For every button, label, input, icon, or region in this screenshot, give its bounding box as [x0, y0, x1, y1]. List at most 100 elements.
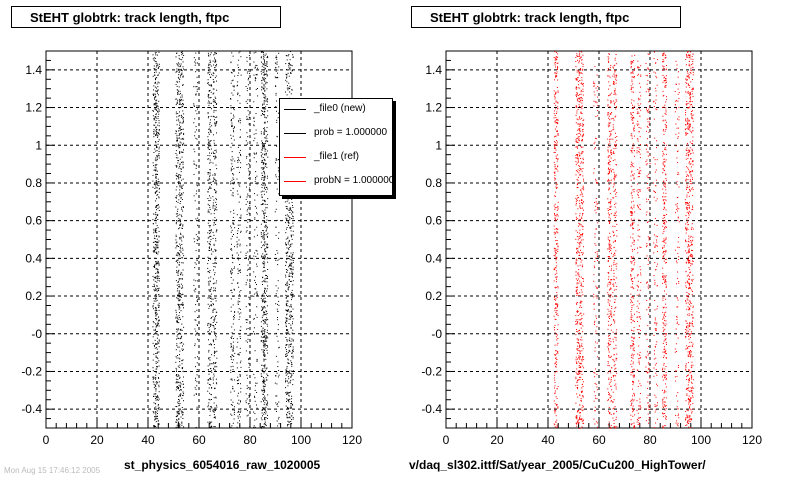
- data-point: [155, 427, 157, 429]
- data-point: [266, 227, 268, 229]
- data-point: [177, 174, 179, 176]
- data-point: [581, 252, 583, 253]
- data-point: [209, 378, 211, 380]
- data-point: [155, 176, 157, 178]
- data-point: [179, 166, 181, 168]
- data-point: [556, 126, 558, 128]
- data-point: [182, 184, 184, 186]
- data-point: [580, 359, 582, 361]
- data-point: [193, 394, 195, 396]
- data-point: [179, 141, 181, 143]
- y-tick-label: -0.2: [21, 364, 42, 378]
- data-point: [156, 232, 158, 234]
- data-point: [154, 347, 156, 349]
- data-point: [156, 209, 157, 211]
- data-point: [556, 243, 557, 245]
- data-point: [211, 387, 213, 389]
- data-point: [557, 166, 559, 168]
- data-point: [254, 288, 256, 290]
- data-point: [575, 170, 577, 172]
- data-point: [215, 192, 217, 194]
- data-point: [155, 261, 157, 263]
- data-point: [152, 54, 154, 56]
- data-point: [553, 231, 555, 233]
- data-point: [556, 58, 558, 60]
- data-point: [157, 418, 159, 420]
- data-point: [155, 66, 157, 68]
- data-point: [179, 243, 181, 245]
- data-point: [555, 191, 557, 193]
- data-point: [209, 64, 211, 66]
- data-point: [193, 57, 195, 59]
- data-point: [556, 123, 558, 125]
- data-point: [214, 416, 216, 418]
- data-point: [260, 325, 262, 327]
- data-point: [208, 357, 209, 359]
- data-point: [555, 248, 557, 250]
- data-point: [555, 66, 556, 68]
- data-point: [239, 217, 241, 219]
- data-point: [556, 265, 558, 267]
- data-point: [579, 352, 581, 354]
- data-point: [579, 55, 581, 57]
- data-point: [179, 177, 181, 179]
- data-point: [214, 408, 216, 410]
- data-point: [234, 160, 236, 162]
- data-point: [554, 72, 556, 74]
- data-point: [156, 109, 157, 111]
- data-point: [285, 63, 287, 65]
- data-point: [594, 94, 596, 96]
- data-point: [577, 77, 579, 79]
- data-point: [262, 157, 264, 159]
- data-point: [215, 315, 217, 316]
- data-point: [176, 116, 178, 118]
- data-point: [266, 246, 268, 248]
- data-point: [261, 107, 263, 109]
- chart-title-left: StEHT globtrk: track length, ftpc: [11, 6, 281, 28]
- data-point: [215, 362, 217, 363]
- data-point: [262, 382, 264, 384]
- data-point: [179, 203, 181, 204]
- data-point: [554, 269, 556, 271]
- data-point: [155, 381, 157, 383]
- data-point: [291, 398, 293, 400]
- data-point: [266, 275, 267, 276]
- data-point: [262, 334, 263, 336]
- data-point: [291, 243, 293, 245]
- data-point: [284, 201, 286, 203]
- data-point: [556, 292, 558, 294]
- data-point: [207, 323, 209, 325]
- data-point: [233, 268, 235, 269]
- data-point: [579, 224, 581, 226]
- data-point: [155, 113, 157, 115]
- data-point: [578, 106, 580, 107]
- data-point: [153, 377, 155, 379]
- data-point: [582, 406, 584, 408]
- data-point: [287, 241, 289, 243]
- data-point: [176, 386, 177, 388]
- data-point: [248, 123, 250, 125]
- data-point: [181, 207, 182, 209]
- data-point: [177, 375, 179, 377]
- data-point: [575, 263, 577, 265]
- data-point: [263, 312, 265, 314]
- data-point: [275, 375, 277, 377]
- data-point: [233, 288, 235, 290]
- data-point: [264, 237, 266, 239]
- data-point: [179, 164, 181, 166]
- data-point: [239, 95, 241, 97]
- data-point: [254, 80, 256, 82]
- data-point: [276, 188, 278, 190]
- data-point: [581, 216, 583, 218]
- data-point: [240, 154, 241, 155]
- data-point: [216, 53, 217, 55]
- data-point: [246, 230, 248, 232]
- data-point: [181, 51, 183, 53]
- data-point: [263, 114, 265, 116]
- data-point: [175, 311, 177, 313]
- data-point: [556, 270, 557, 272]
- data-point: [286, 373, 288, 375]
- data-point: [262, 235, 264, 237]
- data-point: [176, 145, 178, 147]
- data-point: [263, 144, 265, 146]
